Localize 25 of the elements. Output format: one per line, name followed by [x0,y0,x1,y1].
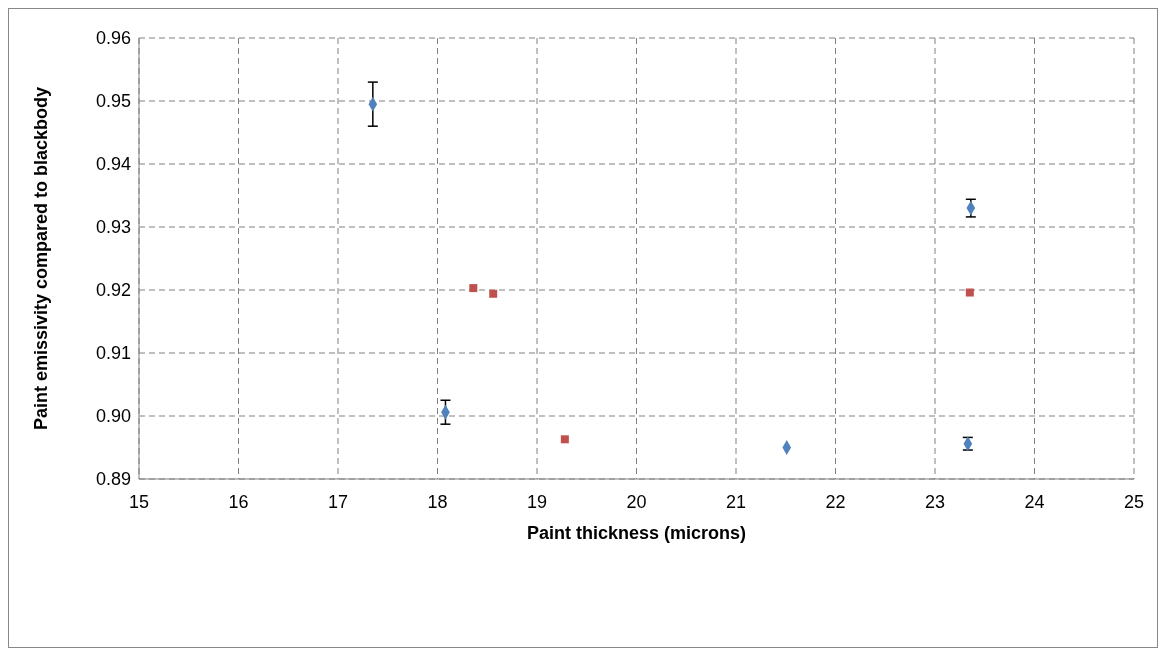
point [560,435,569,444]
point [965,288,974,297]
x-tick-label: 19 [526,491,548,512]
point [469,284,478,293]
y-tick-label: 0.95 [95,91,131,112]
y-tick-label: 0.96 [95,28,131,49]
y-tick-label: 0.91 [95,343,131,364]
x-tick-label: 23 [924,491,946,512]
y-tick-label: 0.92 [95,280,131,301]
x-tick-label: 16 [228,491,249,512]
x-tick-label: 25 [1123,491,1145,512]
x-tick-label: 17 [327,491,349,512]
x-tick-label: 21 [725,491,747,512]
x-tick-label: 18 [427,491,448,512]
point [489,289,498,298]
x-tick-label: 22 [825,491,846,512]
x-tick-label: 20 [626,491,647,512]
x-axis-title: Paint thickness (microns) [526,523,747,543]
y-tick-label: 0.89 [95,469,131,490]
x-tick-label: 15 [128,491,150,512]
y-tick-label: 0.90 [95,406,131,427]
x-tick-label: 24 [1024,491,1045,512]
y-tick-label: 0.94 [95,154,131,175]
y-axis-title: Paint emissivity compared to blackbody [31,86,52,431]
y-tick-label: 0.93 [95,217,131,238]
